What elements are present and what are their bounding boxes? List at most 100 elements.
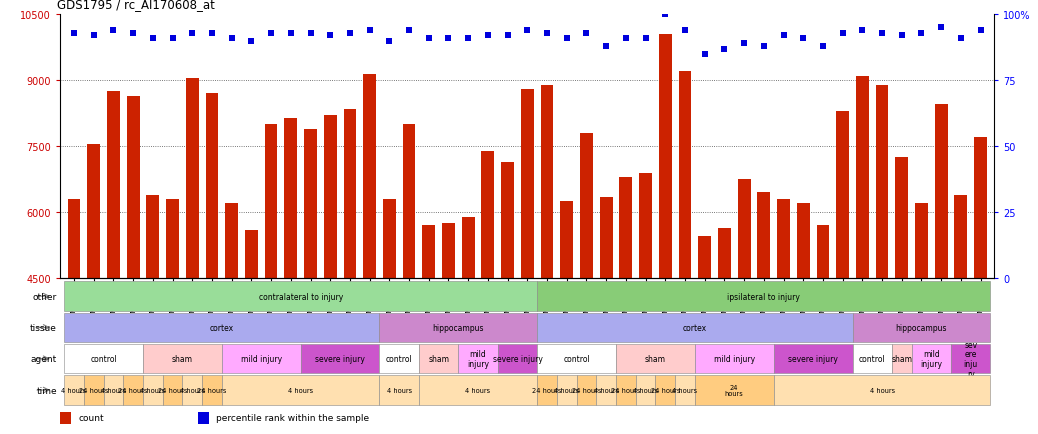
Text: mild injury: mild injury bbox=[241, 355, 281, 363]
Bar bbox=[758, 193, 770, 434]
Point bbox=[144, 36, 161, 43]
Bar bbox=[738, 180, 750, 434]
Point bbox=[263, 30, 279, 37]
Point bbox=[736, 41, 753, 48]
Bar bbox=[419, 375, 537, 405]
Text: ipsilateral to injury: ipsilateral to injury bbox=[728, 292, 800, 301]
Text: 4 hours: 4 hours bbox=[673, 387, 698, 393]
Text: sham: sham bbox=[172, 355, 193, 363]
Point bbox=[874, 30, 891, 37]
Text: 4 hours: 4 hours bbox=[554, 387, 579, 393]
Bar bbox=[462, 217, 474, 434]
Text: percentile rank within the sample: percentile rank within the sample bbox=[216, 413, 370, 422]
Text: sham: sham bbox=[892, 355, 912, 363]
Bar bbox=[556, 375, 576, 405]
Text: tissue: tissue bbox=[30, 323, 57, 332]
Text: 4 hours: 4 hours bbox=[465, 387, 491, 393]
Text: hippocampus: hippocampus bbox=[433, 323, 484, 332]
Bar bbox=[935, 105, 948, 434]
Point bbox=[519, 27, 536, 34]
Bar bbox=[576, 375, 596, 405]
Text: severe injury: severe injury bbox=[492, 355, 543, 363]
Bar bbox=[198, 412, 209, 424]
Bar bbox=[380, 375, 419, 405]
Text: 24 hours: 24 hours bbox=[572, 387, 601, 393]
Text: 24 hours: 24 hours bbox=[79, 387, 108, 393]
Point bbox=[223, 36, 240, 43]
Point bbox=[499, 33, 516, 40]
Text: time: time bbox=[36, 386, 57, 395]
Point bbox=[125, 30, 141, 37]
Text: mild
injury: mild injury bbox=[467, 350, 489, 368]
Bar bbox=[694, 344, 773, 374]
Bar bbox=[773, 375, 990, 405]
Bar bbox=[892, 344, 911, 374]
Bar bbox=[679, 72, 691, 434]
Bar bbox=[64, 313, 380, 342]
Bar bbox=[837, 112, 849, 434]
Text: sev
ere
inju
ry: sev ere inju ry bbox=[963, 340, 978, 378]
Text: sham: sham bbox=[428, 355, 449, 363]
Bar bbox=[442, 224, 455, 434]
Bar bbox=[380, 313, 537, 342]
Bar bbox=[852, 344, 892, 374]
Point bbox=[775, 33, 792, 40]
Text: control: control bbox=[564, 355, 590, 363]
Bar bbox=[186, 79, 198, 434]
Bar bbox=[383, 200, 395, 434]
Bar bbox=[64, 375, 84, 405]
Bar bbox=[166, 200, 179, 434]
Text: cortex: cortex bbox=[683, 323, 707, 332]
Bar bbox=[797, 204, 810, 434]
Point bbox=[302, 30, 319, 37]
Bar bbox=[419, 344, 459, 374]
Point bbox=[342, 30, 358, 37]
Point bbox=[913, 30, 930, 37]
Bar bbox=[124, 375, 143, 405]
Point bbox=[598, 43, 614, 50]
Bar bbox=[718, 228, 731, 434]
Text: count: count bbox=[79, 413, 104, 422]
Bar bbox=[521, 90, 534, 434]
Text: contralateral to injury: contralateral to injury bbox=[258, 292, 343, 301]
Bar bbox=[616, 375, 635, 405]
Bar bbox=[324, 116, 336, 434]
Bar bbox=[143, 344, 222, 374]
Text: agent: agent bbox=[31, 355, 57, 363]
Point bbox=[578, 30, 595, 37]
Point bbox=[361, 27, 378, 34]
Bar bbox=[600, 197, 612, 434]
Bar bbox=[639, 173, 652, 434]
Point bbox=[440, 36, 457, 43]
Point bbox=[85, 33, 102, 40]
Bar bbox=[127, 96, 139, 434]
Text: 24
hours: 24 hours bbox=[725, 384, 743, 396]
Text: 4 hours: 4 hours bbox=[140, 387, 165, 393]
Bar bbox=[403, 125, 415, 434]
Point bbox=[756, 43, 772, 50]
Bar bbox=[64, 282, 537, 311]
Point bbox=[401, 27, 417, 34]
Text: 4 hours: 4 hours bbox=[870, 387, 895, 393]
Point bbox=[795, 36, 812, 43]
Bar bbox=[655, 375, 675, 405]
Bar bbox=[363, 75, 376, 434]
Bar bbox=[87, 145, 100, 434]
Bar bbox=[699, 237, 711, 434]
Text: severe injury: severe injury bbox=[316, 355, 365, 363]
Bar bbox=[580, 134, 593, 434]
Bar bbox=[206, 94, 218, 434]
Point bbox=[203, 30, 220, 37]
Bar bbox=[773, 344, 852, 374]
Bar bbox=[596, 375, 616, 405]
Point bbox=[696, 51, 713, 58]
Text: 24 hours: 24 hours bbox=[158, 387, 187, 393]
Bar bbox=[380, 344, 419, 374]
Point bbox=[815, 43, 831, 50]
Bar bbox=[202, 375, 222, 405]
Point bbox=[835, 30, 851, 37]
Point bbox=[933, 25, 950, 32]
Bar bbox=[501, 162, 514, 434]
Text: 24 hours: 24 hours bbox=[118, 387, 147, 393]
Bar bbox=[104, 375, 124, 405]
